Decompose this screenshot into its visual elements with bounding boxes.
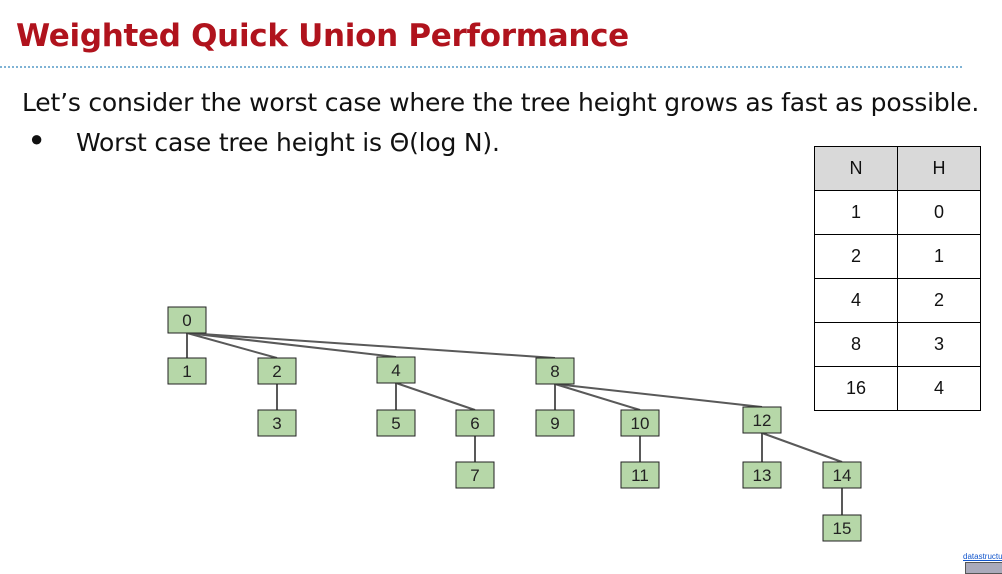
table-row: 1 0 bbox=[814, 190, 981, 235]
cell-n: 8 bbox=[814, 322, 898, 367]
tree-node-0: 0 bbox=[167, 306, 207, 334]
height-table: N H 1 0 2 1 4 2 8 3 16 4 bbox=[814, 146, 981, 411]
tree-node-1: 1 bbox=[167, 357, 207, 385]
tree-node-10: 10 bbox=[620, 409, 660, 437]
tree-node-7: 7 bbox=[455, 461, 495, 489]
tree-node-box bbox=[167, 306, 207, 334]
tree-node-label: 4 bbox=[391, 361, 400, 380]
tree-node-label: 8 bbox=[550, 362, 559, 381]
tree-node-11: 11 bbox=[620, 461, 660, 489]
tree-node-box bbox=[620, 409, 660, 437]
tree-edge-0-2 bbox=[186, 332, 278, 359]
tree-node-15: 15 bbox=[822, 514, 862, 542]
tree-node-label: 10 bbox=[631, 414, 650, 433]
tree-node-4: 4 bbox=[376, 356, 416, 384]
tree-node-6: 6 bbox=[455, 409, 495, 437]
bullet-text: Worst case tree height is Θ(log N). bbox=[76, 128, 500, 157]
tree-node-label: 7 bbox=[470, 466, 479, 485]
tree-node-label: 2 bbox=[272, 362, 281, 381]
tree-edge-8-12 bbox=[554, 383, 763, 408]
slide-title: Weighted Quick Union Performance bbox=[16, 18, 629, 54]
tree-node-label: 1 bbox=[182, 362, 191, 381]
tree-node-label: 0 bbox=[182, 311, 191, 330]
tree-node-12: 12 bbox=[742, 406, 782, 434]
tree-node-box bbox=[822, 514, 862, 542]
table-row: 16 4 bbox=[814, 366, 981, 411]
cell-h: 0 bbox=[897, 190, 981, 235]
cell-n: 1 bbox=[814, 190, 898, 235]
cell-n: 4 bbox=[814, 278, 898, 323]
credit-link[interactable]: datastructur.es bbox=[963, 552, 1002, 561]
header-n: N bbox=[814, 146, 898, 191]
tree-node-box bbox=[620, 461, 660, 489]
tree-edge-8-10 bbox=[554, 383, 641, 411]
table-row: 8 3 bbox=[814, 322, 981, 367]
tree-node-5: 5 bbox=[376, 409, 416, 437]
tree-node-label: 14 bbox=[833, 466, 852, 485]
tree-node-label: 15 bbox=[833, 519, 852, 538]
height-table-header-row: N H bbox=[814, 146, 981, 191]
license-badge-icon bbox=[965, 562, 1002, 574]
tree-edges bbox=[186, 332, 843, 515]
tree-node-label: 9 bbox=[550, 414, 559, 433]
tree-edge-12-14 bbox=[761, 432, 843, 463]
tree-node-13: 13 bbox=[742, 461, 782, 489]
tree-node-box bbox=[376, 409, 416, 437]
cell-h: 3 bbox=[897, 322, 981, 367]
cell-h: 4 bbox=[897, 366, 981, 411]
tree-node-8: 8 bbox=[535, 357, 575, 385]
tree-node-14: 14 bbox=[822, 461, 862, 489]
tree-node-label: 6 bbox=[470, 414, 479, 433]
table-row: 4 2 bbox=[814, 278, 981, 323]
tree-node-2: 2 bbox=[257, 357, 297, 385]
tree-node-box bbox=[376, 356, 416, 384]
title-divider bbox=[0, 66, 962, 68]
tree-node-label: 11 bbox=[631, 466, 649, 485]
tree-edge-4-6 bbox=[395, 382, 476, 411]
tree-node-box bbox=[822, 461, 862, 489]
header-h: H bbox=[897, 146, 981, 191]
table-row: 2 1 bbox=[814, 234, 981, 279]
cell-h: 2 bbox=[897, 278, 981, 323]
cell-n: 16 bbox=[814, 366, 898, 411]
tree-node-3: 3 bbox=[257, 409, 297, 437]
intro-text: Let’s consider the worst case where the … bbox=[22, 88, 980, 117]
tree-node-box bbox=[455, 461, 495, 489]
cell-h: 1 bbox=[897, 234, 981, 279]
tree-node-label: 13 bbox=[753, 466, 772, 485]
tree-node-box bbox=[742, 461, 782, 489]
tree-node-box bbox=[167, 357, 207, 385]
tree-node-label: 12 bbox=[753, 411, 772, 430]
tree-node-9: 9 bbox=[535, 409, 575, 437]
tree-edge-0-4 bbox=[186, 332, 397, 358]
tree-edge-0-8 bbox=[186, 332, 556, 359]
tree-node-box bbox=[455, 409, 495, 437]
tree-node-box bbox=[535, 357, 575, 385]
bullet-marker: ● bbox=[30, 126, 44, 151]
tree-node-box bbox=[535, 409, 575, 437]
tree-node-box bbox=[742, 406, 782, 434]
tree-node-label: 5 bbox=[391, 414, 400, 433]
tree-node-box bbox=[257, 357, 297, 385]
tree-node-label: 3 bbox=[272, 414, 281, 433]
tree-node-box bbox=[257, 409, 297, 437]
